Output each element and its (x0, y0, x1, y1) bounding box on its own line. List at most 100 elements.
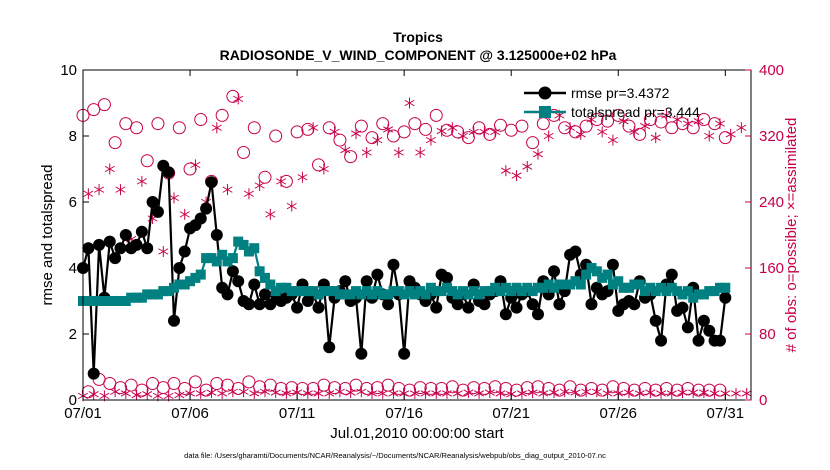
axes-layer: 07/01 07/06 07/11 07/16 07/21 07/26 07/31 0 2 4 6 8… (60, 62, 784, 422)
obs-assimilated-point (329, 126, 340, 138)
totalspread-point (511, 282, 522, 293)
obs-possible-point (649, 383, 663, 397)
rmse-point (451, 298, 464, 311)
totalspread-point (318, 286, 329, 297)
totalspread-point (308, 286, 319, 297)
obs-possible-point (392, 381, 406, 395)
obs-assimilated-point (206, 387, 217, 399)
rmse-point (681, 321, 694, 334)
totalspread-point (522, 282, 533, 293)
totalspread-point (720, 282, 731, 293)
totalspread-point (83, 296, 94, 306)
totalspread-point (532, 282, 543, 293)
obs-possible-point (274, 381, 288, 395)
obs-possible-point (344, 150, 358, 164)
obs-possible-point (413, 381, 427, 395)
obs-assimilated-point (104, 163, 115, 175)
obs-assimilated-point (666, 387, 677, 399)
totalspread-point (709, 286, 720, 297)
obs-possible-point (627, 383, 641, 397)
totalspread-point (415, 286, 426, 297)
obs-possible-point (247, 121, 261, 135)
obs-possible-point (81, 385, 95, 399)
totalspread-point (516, 286, 527, 297)
x-tick-label: 07/21 (492, 405, 530, 422)
totalspread-point (265, 279, 276, 290)
obs-possible-point (97, 98, 111, 112)
totalspread-point (484, 286, 495, 297)
obs-assimilated-point (377, 387, 388, 399)
obs-assimilated-point (447, 122, 458, 134)
totalspread-point (147, 289, 158, 300)
rmse-point (109, 252, 122, 265)
rmse-point (440, 271, 453, 284)
rmse-point (606, 258, 619, 271)
rmse-point (569, 245, 582, 258)
obs-assimilated-point (597, 126, 608, 138)
totalspread-point (292, 286, 303, 297)
obs-assimilated-point (500, 165, 511, 177)
totalspread-point (345, 289, 356, 300)
y-tick-label-left: 6 (69, 194, 77, 211)
rmse-point (141, 242, 154, 255)
marks-layer (76, 89, 752, 402)
obs-assimilated-point (281, 387, 292, 399)
obs-possible-point (381, 378, 395, 392)
totalspread-point (543, 279, 554, 290)
totalspread-point (372, 286, 383, 297)
obs-possible-point (328, 381, 342, 395)
obs-possible-point (702, 383, 716, 397)
rmse-point (242, 298, 255, 311)
rmse-point (232, 275, 245, 288)
obs-possible-point (87, 103, 101, 117)
legend-totalspread-marker (539, 106, 551, 118)
obs-possible-point (301, 122, 315, 136)
totalspread-point (688, 292, 699, 303)
totalspread-point (227, 253, 238, 264)
rmse-point (676, 301, 689, 314)
obs-possible-point (253, 380, 267, 394)
legend-rmse-marker (538, 86, 552, 100)
totalspread-point (645, 282, 656, 293)
obs-assimilated-point (211, 122, 222, 134)
totalspread-point (666, 282, 677, 293)
totalspread-point (447, 286, 458, 297)
totalspread-point (698, 289, 709, 300)
obs-possible-point (601, 114, 615, 128)
obs-assimilated-point (688, 387, 699, 399)
totalspread-point (409, 289, 420, 300)
obs-possible-point (376, 117, 390, 131)
rmse-point (692, 334, 705, 347)
obs-assimilated-point (222, 184, 233, 196)
rmse-point (398, 347, 411, 360)
totalspread-point (399, 289, 410, 300)
y-axis-label-right: # of obs: o=possible; ×=assimilated (783, 118, 800, 353)
obs-possible-point (237, 146, 251, 159)
totalspread-point (586, 263, 597, 273)
totalspread-point (206, 253, 217, 264)
obs-possible-point (242, 375, 256, 389)
obs-assimilated-point (131, 389, 142, 401)
obs-assimilated-point (217, 387, 228, 399)
rmse-point (248, 278, 261, 291)
obs-possible-point (488, 380, 502, 394)
obs-assimilated-point (190, 159, 201, 171)
totalspread-point (672, 286, 683, 297)
obs-possible-point (429, 108, 443, 122)
obs-assimilated-point (479, 126, 490, 138)
obs-assimilated-point (591, 386, 602, 398)
obs-possible-point (520, 381, 534, 395)
obs-possible-point (654, 115, 668, 129)
obs-possible-point (135, 383, 149, 397)
totalspread-point (575, 279, 586, 290)
totalspread-point (281, 282, 292, 293)
rmse-point (628, 298, 641, 311)
totalspread-point (340, 289, 351, 300)
rmse-point (146, 196, 159, 208)
obs-assimilated-point (142, 388, 153, 400)
obs-assimilated-point (741, 387, 752, 399)
obs-assimilated-point (265, 208, 276, 220)
obs-possible-point (269, 129, 283, 143)
totalspread-point (270, 286, 281, 297)
obs-assimilated-point (474, 387, 485, 399)
